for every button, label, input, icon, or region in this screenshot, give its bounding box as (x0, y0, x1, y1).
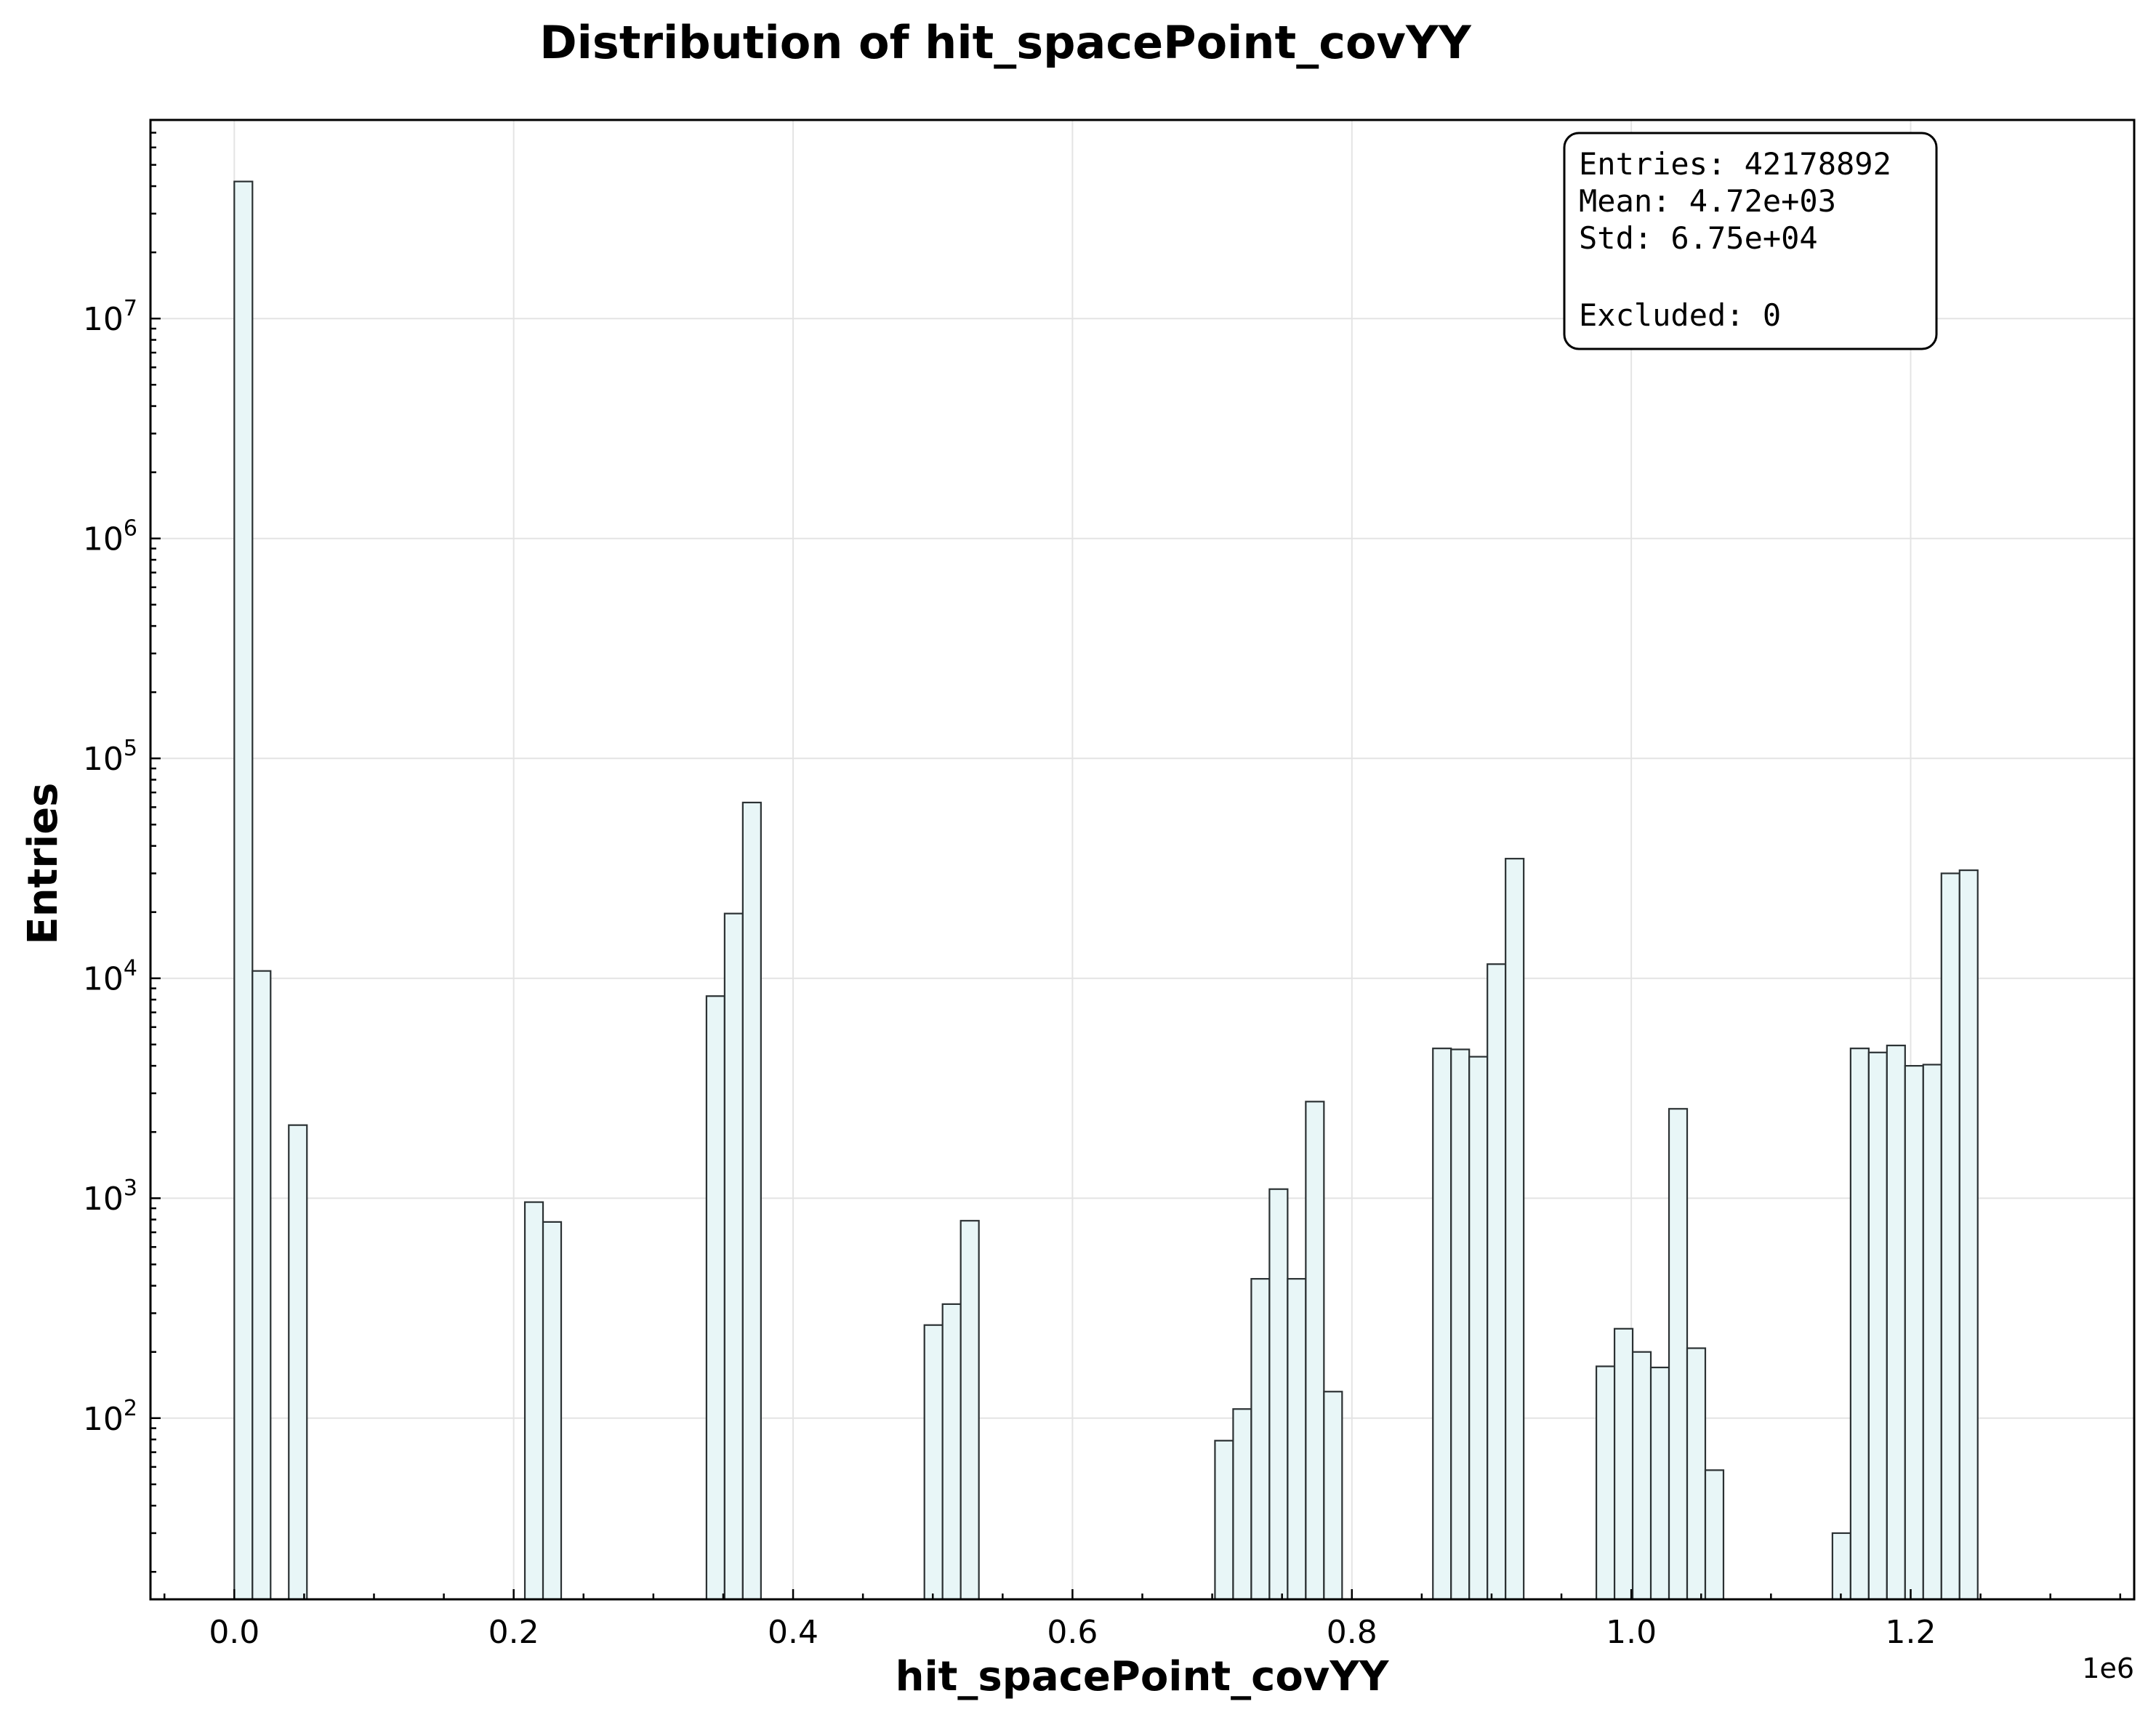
histogram-bar (1613, 1327, 1634, 1601)
histogram-bar (523, 1201, 544, 1601)
stats-entries: Entries: 42178892 (1579, 146, 1891, 182)
x-tick-label: 0.6 (1047, 1614, 1098, 1651)
histogram-bar (233, 180, 254, 1601)
x-tick-label: 0.8 (1327, 1614, 1377, 1651)
x-tick-label: 0.4 (768, 1614, 818, 1651)
y-axis-ticks: 102 103 104 105 106 107 (83, 118, 161, 1573)
histogram-bar (1686, 1347, 1707, 1601)
histogram-bar (1450, 1048, 1471, 1601)
histogram-bar (1958, 869, 1979, 1601)
y-tick-label: 102 (83, 1396, 137, 1438)
y-tick-label: 106 (83, 516, 137, 558)
x-tick-label: 1.0 (1606, 1614, 1657, 1651)
x-axis-label: hit_spacePoint_covYY (896, 1653, 1390, 1700)
x-tick-label: 0.0 (209, 1614, 260, 1651)
x-axis-ticks: 0.0 0.2 0.4 0.6 0.8 1.0 1.2 (163, 1589, 2122, 1651)
histogram-bar (1268, 1188, 1289, 1601)
stats-excluded: Excluded: 0 (1579, 297, 1781, 333)
histogram-bar (1214, 1439, 1234, 1601)
x-tick-label: 0.2 (488, 1614, 539, 1651)
histogram-bar (1704, 1469, 1725, 1601)
histogram-bar (1323, 1391, 1343, 1601)
histogram-bar (1904, 1065, 1924, 1601)
histogram-bar (1468, 1056, 1489, 1601)
y-tick-label: 105 (83, 736, 137, 778)
stats-box-frame (1563, 132, 1938, 350)
histogram-bar (1631, 1351, 1652, 1601)
histogram-bar (723, 912, 744, 1601)
histogram-bar (1668, 1108, 1689, 1601)
stats-box: Entries: 42178892 Mean: 4.72e+03 Std: 6.… (1563, 132, 1938, 350)
histogram-bar (1305, 1101, 1325, 1601)
histogram-bar (1505, 858, 1525, 1601)
histogram-bar (923, 1324, 944, 1601)
histogram-bar (1886, 1045, 1906, 1601)
y-tick-label: 107 (83, 296, 137, 338)
y-tick-label: 104 (83, 956, 137, 998)
histogram-bar (542, 1221, 563, 1601)
histogram-bar (1831, 1532, 1851, 1601)
histogram-bar (960, 1220, 980, 1601)
x-tick-label: 1.2 (1886, 1614, 1936, 1651)
histogram-bar (705, 995, 725, 1601)
y-tick-label: 103 (83, 1176, 137, 1218)
histogram-bar (941, 1303, 962, 1601)
stats-std: Std: 6.75e+04 (1579, 220, 1818, 256)
histogram-bar (252, 970, 272, 1601)
stats-mean: Mean: 4.72e+03 (1579, 183, 1836, 219)
y-axis-label: Entries (20, 782, 67, 944)
histogram-bar (1849, 1048, 1870, 1601)
chart-title: Distribution of hit_spacePoint_covYY (539, 16, 1472, 69)
x-axis-offset-label: 1e6 (2082, 1652, 2134, 1684)
histogram-bars (233, 180, 1979, 1601)
histogram-bar (1250, 1278, 1271, 1601)
histogram-bar (741, 801, 762, 1601)
plot-frame (149, 118, 2136, 1601)
histogram-bar (1867, 1051, 1888, 1601)
histogram-bar (1940, 872, 1960, 1601)
histogram-bar (1432, 1048, 1452, 1601)
histogram-bar (1287, 1278, 1307, 1601)
histogram-bar (1649, 1366, 1670, 1601)
histogram-bar (1232, 1408, 1252, 1601)
histogram-bar (288, 1124, 308, 1601)
histogram-bar (1922, 1064, 1942, 1601)
histogram-bar (1487, 963, 1507, 1601)
histogram-bar (1595, 1365, 1616, 1601)
